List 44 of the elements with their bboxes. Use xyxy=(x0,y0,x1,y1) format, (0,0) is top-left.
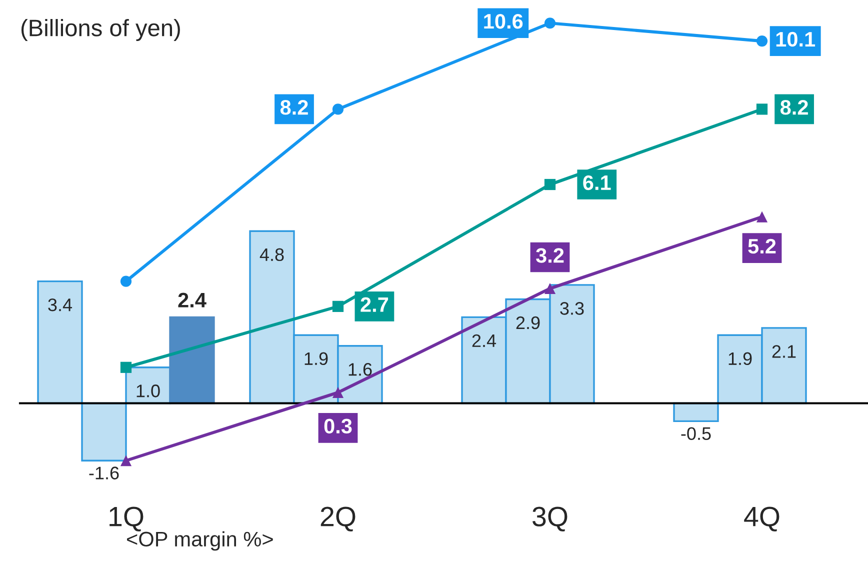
point xyxy=(332,104,344,115)
data-label: 2.7 xyxy=(360,297,388,312)
data-label: 8.2 xyxy=(780,100,808,115)
point xyxy=(120,455,132,466)
data-label: 6.1 xyxy=(583,175,611,190)
data-label: -0.5 xyxy=(681,427,711,440)
point xyxy=(120,362,132,373)
text: <OP margin %> xyxy=(127,531,273,551)
x-tick-label: 1Q xyxy=(110,506,144,532)
data-label: 2.4 xyxy=(178,292,206,308)
data-label: 1.9 xyxy=(728,352,752,366)
bar xyxy=(673,402,719,422)
x-tick-label: 2Q xyxy=(320,506,356,532)
point xyxy=(332,300,344,312)
data-label: -1.6 xyxy=(89,466,119,480)
point xyxy=(120,276,132,287)
data-label: 0.3 xyxy=(324,418,352,434)
bar xyxy=(37,280,83,404)
data-label: 1.6 xyxy=(348,363,372,376)
data-label: 3.2 xyxy=(536,248,564,263)
data-label: 2.1 xyxy=(772,345,796,358)
point xyxy=(756,36,768,47)
data-label: 2.4 xyxy=(472,334,496,347)
x-tick-label: 3Q xyxy=(532,506,568,532)
data-label: 1.9 xyxy=(304,352,328,366)
bar xyxy=(169,316,215,404)
point xyxy=(544,178,556,190)
data-label: 4.8 xyxy=(260,248,284,262)
data-label: 3.4 xyxy=(48,298,72,312)
bar xyxy=(81,402,127,462)
point xyxy=(756,211,768,222)
point xyxy=(544,282,556,294)
data-label: 8.2 xyxy=(280,100,308,115)
data-label: 2.9 xyxy=(516,316,540,330)
data-label: 10.1 xyxy=(776,32,816,47)
x-tick-label: 4Q xyxy=(744,506,780,532)
point xyxy=(332,386,344,398)
data-label: 10.6 xyxy=(484,14,523,29)
data-label: 3.3 xyxy=(560,302,584,315)
annotation: (Billions of yen) xyxy=(21,18,180,42)
data-label: 5.2 xyxy=(748,238,776,254)
point xyxy=(756,104,768,115)
point xyxy=(544,18,556,29)
data-label: 1.0 xyxy=(136,384,160,398)
